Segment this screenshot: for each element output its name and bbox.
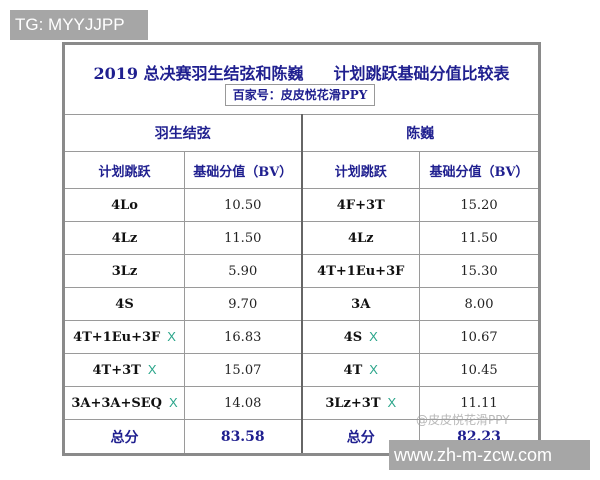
jump-name: 4T+3T [92,363,141,378]
bv-cell-a: 16.83 [184,320,302,354]
x-mark-icon: X [169,395,178,410]
header-jump-a: 计划跳跃 [63,151,185,189]
jump-name: 4Lz [111,230,138,246]
table-row: 4Lo 10.50 4F+3T 15.20 [63,188,540,222]
jump-cell-b: 4T X [300,353,420,387]
jump-cell-a: 3A+3A+SEQ X [63,386,185,420]
header-bv-a: 基础分值（BV） [184,151,302,189]
jump-name: 4T+1Eu+3F [317,263,405,279]
jump-cell-b: 4Lz [300,221,420,255]
jump-cell-a: 3Lz [63,254,185,288]
jump-name: 4S [115,296,134,312]
bv-cell-b: 10.67 [419,320,540,354]
table-row: 4T+3T X 15.07 4T X 10.45 [63,353,540,387]
jump-cell-a: 4S [63,287,185,321]
jump-cell-b: 3Lz+3T X [300,386,420,420]
jump-cell-a: 4T+3T X [63,353,185,387]
x-mark-icon: X [387,395,397,410]
jump-name: 3A [351,296,371,312]
bv-comparison-table: 2019 总决赛羽生结弦和陈巍 计划跳跃基础分值比较表 羽生结弦 陈巍 计划跳跃 … [62,42,541,456]
table-row: 4T+1Eu+3F X 16.83 4S X 10.67 [63,320,540,354]
bv-cell-a: 5.90 [184,254,302,288]
table-row: 3Lz 5.90 4T+1Eu+3F 15.30 [63,254,540,288]
bv-cell-b: 11.11 [419,386,540,420]
title-left: 2019 总决赛羽生结弦和陈巍 [93,64,304,83]
jump-name: 4Lz [347,230,374,246]
skater-name-b: 陈巍 [300,114,540,152]
jump-cell-b: 3A [300,287,420,321]
bv-cell-b: 11.50 [419,221,540,255]
bv-cell-b: 15.20 [419,188,540,222]
bv-cell-a: 10.50 [184,188,302,222]
bv-cell-a: 9.70 [184,287,302,321]
jump-name: 3A+3A+SEQ [71,396,162,411]
jump-cell-a: 4T+1Eu+3F X [63,320,185,354]
jump-cell-a: 4Lz [63,221,185,255]
total-label-a: 总分 [63,419,185,455]
title-right: 计划跳跃基础分值比较表 [333,64,510,83]
jump-cell-b: 4S X [300,320,420,354]
bv-cell-b: 8.00 [419,287,540,321]
total-value-a: 83.58 [184,419,302,455]
jump-cell-b: 4T+1Eu+3F [300,254,420,288]
x-mark-icon: X [167,329,176,344]
header-jump-b: 计划跳跃 [300,151,420,189]
bv-cell-b: 15.30 [419,254,540,288]
stamp-label: 百家号：皮皮悦花滑PPY [225,84,375,106]
jump-name: 3Lz+3T [325,396,381,411]
table-row: 4Lz 11.50 4Lz 11.50 [63,221,540,255]
site-label: www.zh-m-zcw.com [389,440,590,470]
jump-name: 4F+3T [336,197,385,213]
jump-name: 4S [343,330,363,345]
table-row: 4S 9.70 3A 8.00 [63,287,540,321]
overlay-tag: TG: MYYJJPP [10,10,148,40]
header-bv-b: 基础分值（BV） [419,151,540,189]
watermark: @皮皮悦花滑PPY [416,413,510,427]
bv-cell-a: 14.08 [184,386,302,420]
total-row: 总分 83.58 总分 82.23 [63,419,540,455]
x-mark-icon: X [369,329,378,344]
bv-cell-a: 15.07 [184,353,302,387]
bv-cell-a: 11.50 [184,221,302,255]
bv-cell-b: 10.45 [419,353,540,387]
jump-cell-a: 4Lo [63,188,185,222]
jump-name: 4T+1Eu+3F [73,330,161,345]
x-mark-icon: X [147,362,157,377]
jump-cell-b: 4F+3T [300,188,420,222]
jump-name: 4Lo [111,197,138,213]
jump-name: 4T [343,363,363,378]
x-mark-icon: X [369,362,378,377]
skater-name-a: 羽生结弦 [63,114,302,152]
jump-name: 3Lz [111,263,138,279]
